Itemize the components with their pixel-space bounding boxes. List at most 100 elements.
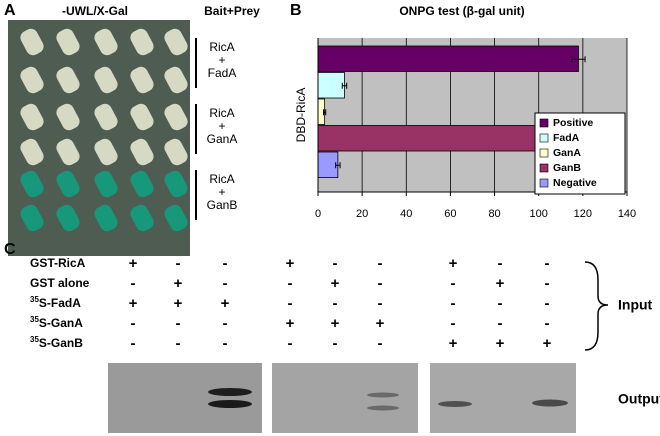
x-tick-label: 40 xyxy=(400,208,412,220)
colony xyxy=(56,170,80,198)
colony xyxy=(20,28,44,56)
sign: - xyxy=(378,295,383,312)
colony xyxy=(20,138,44,166)
legend-swatch xyxy=(539,178,549,188)
sign: - xyxy=(545,315,550,332)
colony xyxy=(94,103,118,131)
row-label: GST-RicA xyxy=(30,256,86,270)
sign: - xyxy=(223,335,228,352)
sign: - xyxy=(176,255,181,272)
gel-band xyxy=(532,399,568,407)
legend-swatch xyxy=(539,118,549,128)
panel-title: -UWL/X-Gal xyxy=(62,4,128,18)
sign: - xyxy=(131,275,136,292)
row-name: S-GanB xyxy=(39,336,83,350)
colony xyxy=(164,66,188,94)
sign: - xyxy=(131,335,136,352)
sign: - xyxy=(498,255,503,272)
colony xyxy=(164,138,188,166)
legend-label: FadA xyxy=(553,132,580,144)
sign: - xyxy=(378,275,383,292)
legend xyxy=(534,112,626,195)
x-tick-label: 0 xyxy=(315,208,321,220)
colony xyxy=(164,103,188,131)
error-bar xyxy=(323,109,327,116)
sign: - xyxy=(545,275,550,292)
group-label: RicA xyxy=(209,106,234,120)
legend-swatch xyxy=(539,133,549,143)
colony xyxy=(56,204,80,232)
legend-swatch xyxy=(539,163,549,173)
sign: - xyxy=(451,295,456,312)
sign: + xyxy=(543,335,552,352)
colony xyxy=(20,170,44,198)
sign: + xyxy=(174,295,183,312)
legend-label: GanB xyxy=(553,162,581,174)
panel-label: C xyxy=(4,241,16,258)
colony xyxy=(130,204,154,232)
sign: - xyxy=(333,255,338,272)
sign: - xyxy=(333,335,338,352)
group-label: GanB xyxy=(207,198,238,212)
colony xyxy=(56,138,80,166)
colony xyxy=(130,170,154,198)
group-label: GanA xyxy=(207,132,238,146)
sign: - xyxy=(176,315,181,332)
row-name: GST-RicA xyxy=(30,256,86,270)
colony xyxy=(130,103,154,131)
colony xyxy=(164,204,188,232)
bar xyxy=(317,151,339,178)
colony xyxy=(164,170,188,198)
panel-header: Bait+Prey xyxy=(204,4,260,18)
colony xyxy=(20,103,44,131)
sign: - xyxy=(451,315,456,332)
sign: - xyxy=(378,255,383,272)
group-label: FadA xyxy=(208,66,237,80)
bar xyxy=(317,125,559,152)
group-label: + xyxy=(218,185,225,199)
colony xyxy=(94,66,118,94)
colony xyxy=(164,28,188,56)
row-label: 35S-GanB xyxy=(30,335,83,350)
row-name: GST alone xyxy=(30,276,90,290)
x-tick-label: 120 xyxy=(574,208,592,220)
sign: - xyxy=(131,315,136,332)
isotope: 35 xyxy=(30,315,39,324)
colony xyxy=(56,28,80,56)
colony xyxy=(130,66,154,94)
gel-band xyxy=(438,401,472,407)
sign: - xyxy=(223,315,228,332)
sign: - xyxy=(451,275,456,292)
sign: + xyxy=(331,275,340,292)
sign: - xyxy=(378,335,383,352)
sign: - xyxy=(223,255,228,272)
group-label: + xyxy=(218,119,225,133)
gel xyxy=(272,363,418,433)
x-tick-label: 100 xyxy=(530,208,548,220)
sign: - xyxy=(498,315,503,332)
gel-band xyxy=(367,392,399,398)
error-bar xyxy=(571,56,586,63)
output-label: Output xyxy=(618,391,660,407)
sign: + xyxy=(449,335,458,352)
sign: - xyxy=(545,295,550,312)
gel xyxy=(430,363,576,433)
colony xyxy=(56,103,80,131)
gel xyxy=(108,363,262,433)
colony xyxy=(130,138,154,166)
bar xyxy=(317,45,579,72)
colony xyxy=(94,28,118,56)
sign: + xyxy=(496,275,505,292)
colony xyxy=(20,204,44,232)
x-tick-label: 140 xyxy=(618,208,636,220)
colony xyxy=(20,66,44,94)
row-label: 35S-GanA xyxy=(30,315,83,330)
row-name: S-GanA xyxy=(39,316,83,330)
sign: - xyxy=(545,255,550,272)
sign: - xyxy=(223,275,228,292)
sign: + xyxy=(174,275,183,292)
group-label: RicA xyxy=(209,172,234,186)
sign: + xyxy=(496,335,505,352)
sign: + xyxy=(129,295,138,312)
sign: + xyxy=(286,255,295,272)
